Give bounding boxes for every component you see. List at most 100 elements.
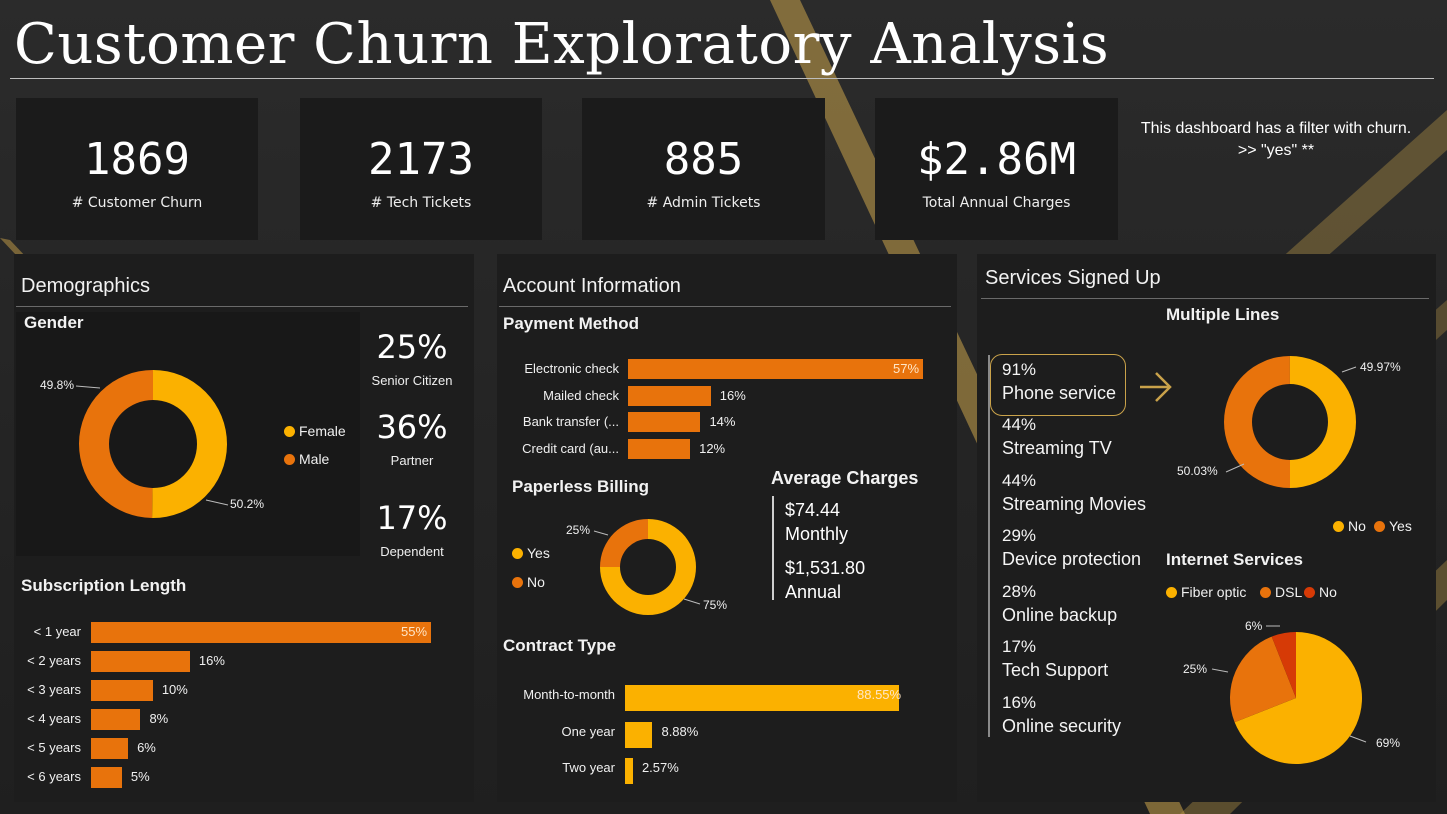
kpi-label: # Customer Churn: [71, 195, 203, 211]
bar-1-year[interactable]: [91, 622, 431, 643]
kpi-tech-tickets: 2173 # Tech Tickets: [300, 98, 542, 240]
avg-charges-title: Average Charges: [771, 468, 919, 488]
kpi-value: $2.86M: [917, 134, 1076, 185]
pie-slice-yes[interactable]: [1289, 356, 1357, 488]
pie-slice-fiber-optic[interactable]: [1234, 632, 1362, 764]
kpi-total-annual-charges: $2.86M Total Annual Charges: [875, 98, 1118, 240]
filter-note-line1: This dashboard has a filter with churn.: [1140, 120, 1412, 137]
legend-male[interactable]: Male: [284, 451, 329, 467]
avg-monthly-value: $74.44: [785, 500, 841, 520]
avg-monthly-label: Monthly: [785, 524, 849, 544]
legend-label: Fiber optic: [1181, 584, 1247, 600]
data-label-5-years: 6%: [137, 740, 156, 755]
bar-5-years[interactable]: [91, 738, 129, 759]
avg-monthly: $74.44 Monthly: [785, 498, 848, 546]
category-label-month-to-month: Month-to-month: [523, 687, 615, 702]
legend-dsl[interactable]: DSL: [1260, 584, 1302, 600]
legend-dot: [1374, 521, 1385, 532]
service-pct: 29%: [1002, 526, 1037, 545]
legend-yes[interactable]: Yes: [512, 545, 550, 561]
bar-bank-transfer[interactable]: [628, 412, 701, 432]
title-divider: [10, 78, 1434, 79]
account-title: Account Information: [503, 275, 681, 297]
paperless-title: Paperless Billing: [512, 477, 649, 496]
pie-slice-male[interactable]: [79, 370, 153, 518]
filter-note: This dashboard has a filter with churn. …: [1120, 118, 1432, 162]
legend-label: No: [1319, 584, 1337, 600]
bar-two-year[interactable]: [625, 758, 633, 784]
category-label-2-years: < 2 years: [27, 653, 81, 668]
leader-line: [205, 499, 229, 506]
service-name: Device protection: [1002, 549, 1142, 569]
paperless-yes-label: 75%: [703, 598, 728, 612]
partner-label: Partner: [390, 453, 434, 468]
legend-label: DSL: [1275, 584, 1303, 600]
senior-citizen-value: 25%: [376, 328, 448, 366]
page-title: Customer Churn Exploratory Analysis: [14, 12, 1110, 77]
category-label-two-year: Two year: [562, 760, 615, 775]
bar-credit-card-au[interactable]: [628, 438, 691, 459]
legend-dot: [512, 548, 523, 559]
services-list-rule: [988, 355, 990, 737]
pie-slice-no[interactable]: [1271, 632, 1296, 698]
bar-one-year[interactable]: [625, 721, 653, 748]
paperless-no-label: 25%: [566, 523, 591, 537]
subscription-title: Subscription Length: [21, 576, 187, 595]
bar-3-years[interactable]: [91, 680, 153, 701]
legend-dot: [512, 577, 523, 588]
multiple-lines-donut-chart: [1224, 356, 1357, 488]
multiple-lines-title: Multiple Lines: [1166, 305, 1280, 324]
paperless-donut-chart: [593, 519, 701, 615]
pie-slice-female[interactable]: [152, 370, 228, 518]
demographics-title: Demographics: [21, 275, 150, 297]
legend-no[interactable]: No: [1333, 518, 1366, 534]
avg-annual: $1,531.80 Annual: [785, 556, 865, 604]
legend-dot: [284, 454, 295, 465]
pie-slice-yes[interactable]: [600, 519, 696, 615]
kpi-label: Total Annual Charges: [922, 195, 1071, 211]
pie-slice-dsl[interactable]: [1230, 636, 1296, 723]
service-item-device-protection: 29% Device protection: [1002, 525, 1141, 571]
legend-no[interactable]: No: [512, 574, 545, 590]
multiple-lines-donut: [1224, 356, 1357, 488]
kpi-value: 1869: [84, 134, 190, 185]
service-name: Tech Support: [1002, 660, 1109, 680]
bar-6-years[interactable]: [91, 767, 122, 788]
category-label-electronic-check: Electronic check: [524, 361, 619, 376]
bar-4-years[interactable]: [91, 709, 141, 730]
avg-annual-value: $1,531.80: [785, 558, 866, 578]
data-label-one-year: 8.88%: [661, 723, 699, 739]
data-label-bank-transfer: 14%: [709, 414, 736, 429]
internet-pie-chart: [1211, 625, 1367, 764]
kpi-value: 885: [663, 134, 744, 185]
bar-electronic-check[interactable]: [628, 359, 923, 379]
legend-female[interactable]: Female: [284, 423, 346, 439]
legend-label: Yes: [1389, 518, 1412, 534]
gender-female-label: 50.2%: [230, 497, 265, 511]
pie-slice-no[interactable]: [1224, 356, 1290, 488]
pie-slice-no[interactable]: [600, 519, 648, 567]
dependent-label: Dependent: [380, 544, 444, 559]
data-label-6-years: 5%: [130, 769, 150, 784]
service-name: Phone service: [1002, 383, 1117, 403]
leader-line: [1341, 366, 1357, 373]
service-name: Streaming TV: [1002, 438, 1112, 458]
legend-fiber[interactable]: Fiber optic: [1166, 584, 1246, 600]
avg-annual-label: Annual: [785, 582, 842, 602]
leader-line: [593, 530, 609, 536]
category-label-credit-card-au: Credit card (au...: [522, 440, 619, 456]
legend-no-internet[interactable]: No: [1304, 584, 1337, 600]
data-label-two-year: 2.57%: [641, 760, 679, 775]
service-item-online-security: 16% Online security: [1002, 692, 1121, 738]
gender-donut: [79, 370, 228, 518]
leader-line: [1211, 668, 1229, 673]
internet-fiber-label: 69%: [1376, 736, 1401, 750]
service-pct: 91%: [1002, 360, 1037, 379]
demographics-divider: [16, 306, 468, 307]
gender-donut-chart: [75, 370, 229, 518]
bar-mailed-check[interactable]: [628, 385, 711, 406]
legend-yes[interactable]: Yes: [1374, 518, 1412, 534]
bar-2-years[interactable]: [91, 651, 190, 672]
data-label-mailed-check: 16%: [719, 387, 746, 403]
kpi-value: 2173: [368, 134, 474, 185]
